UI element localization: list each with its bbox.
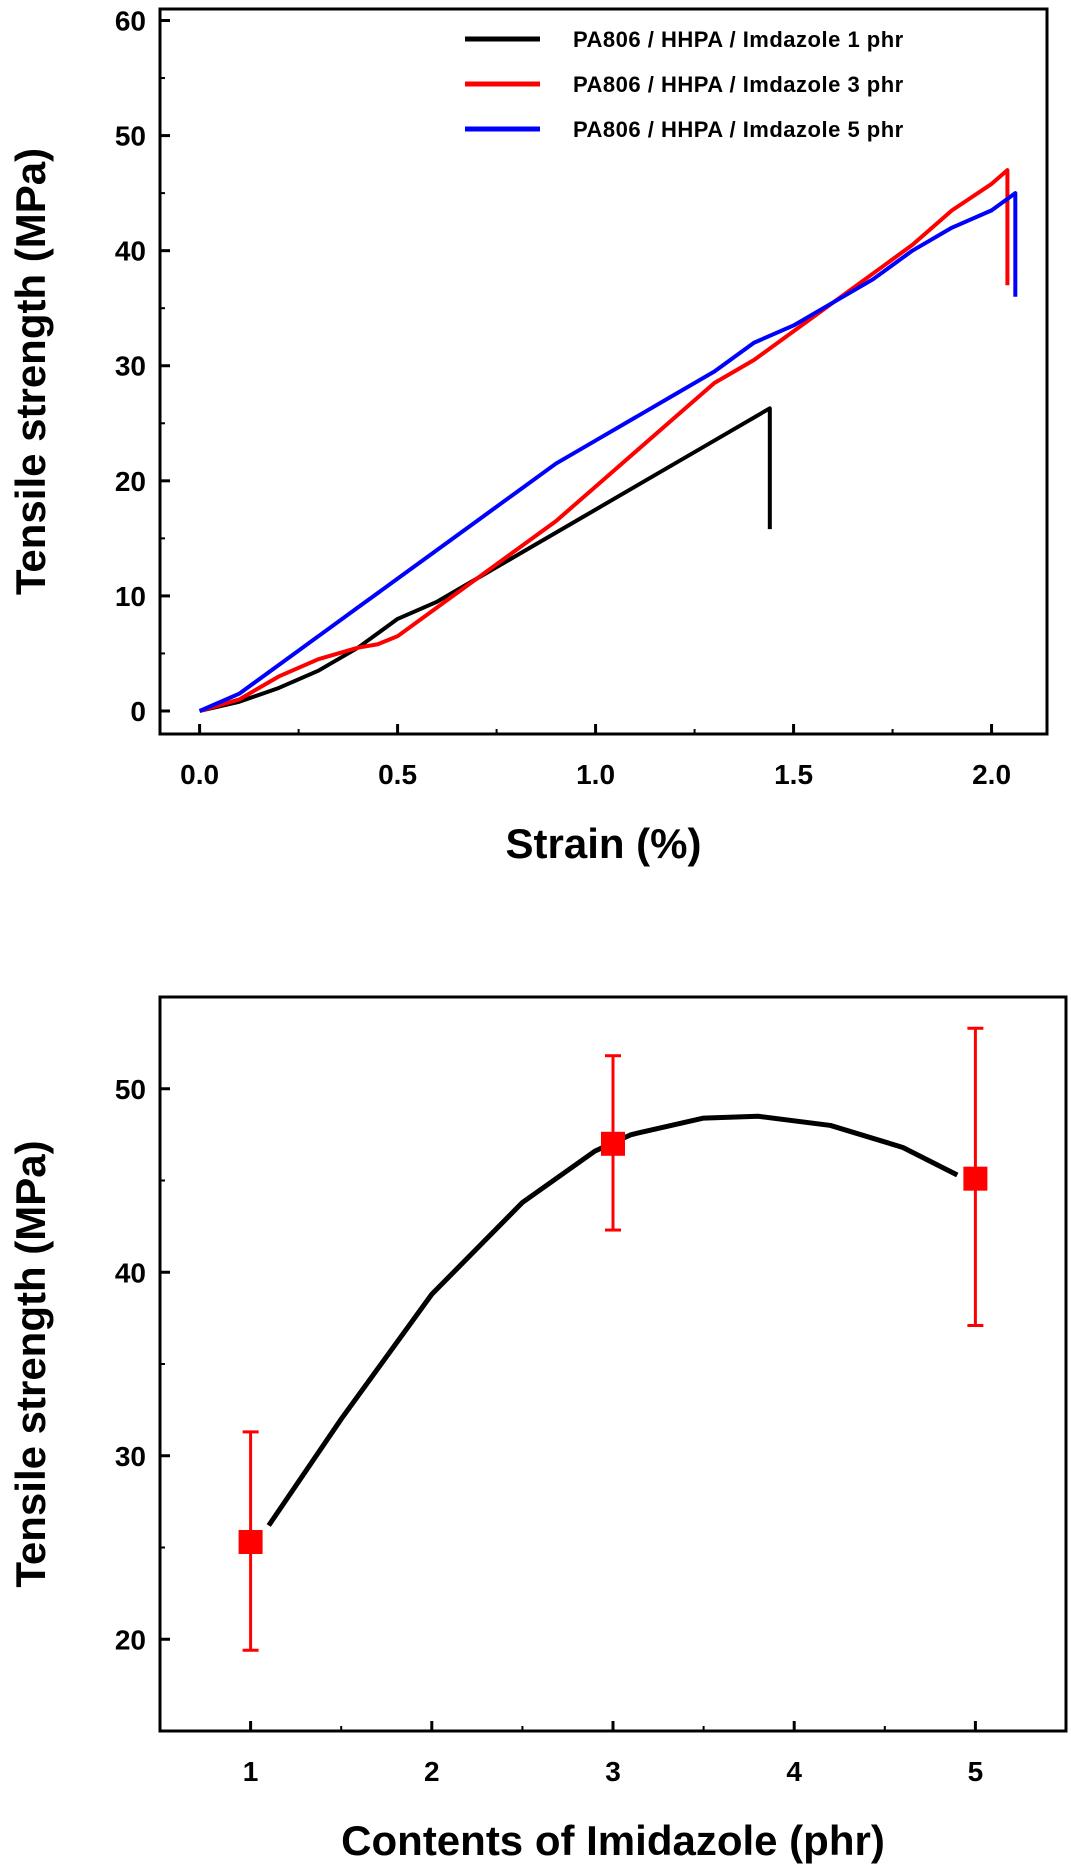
x-tick-label: 1.0 (576, 759, 615, 790)
x-axis-label: Contents of Imidazole (phr) (341, 1817, 885, 1864)
legend-label: PA806 / HHPA / Imdazole 5 phr (573, 117, 904, 142)
x-tick-label: 1 (243, 1756, 259, 1787)
y-tick-label: 40 (115, 1257, 146, 1288)
y-tick-label: 60 (115, 6, 146, 37)
x-tick-label: 2.0 (972, 759, 1011, 790)
data-point (601, 1131, 625, 1156)
y-tick-label: 0 (130, 696, 146, 727)
data-point (963, 1166, 988, 1191)
plot-frame (158, 7, 1049, 736)
y-tick-label: 40 (115, 236, 146, 267)
x-tick-label: 0.5 (378, 759, 417, 790)
y-tick-label: 30 (115, 1441, 146, 1472)
x-tick-label: 3 (605, 1756, 621, 1787)
chart-stress-strain: 0.0 0.5 1.0 1.5 2.0 0 10 20 30 40 50 60 Strain (%) Te… (7, 6, 1049, 867)
y-axis-label: Tensile strength (MPa) (7, 1140, 54, 1587)
x-tick-label: 4 (786, 1756, 802, 1787)
x-axis-label: Strain (%) (505, 820, 701, 867)
data-point (238, 1529, 263, 1554)
y-tick-label: 10 (115, 581, 146, 612)
legend-label: PA806 / HHPA / Imdazole 3 phr (573, 72, 904, 97)
y-tick-label: 30 (115, 351, 146, 382)
x-tick-label: 5 (968, 1756, 984, 1787)
y-tick-label: 50 (115, 1074, 146, 1105)
chart-imidazole-content: 1 2 3 4 5 20 30 40 50 Contents of Imidazole (phr)… (7, 995, 1068, 1864)
y-tick-label: 20 (115, 1624, 146, 1655)
x-tick-label: 2 (424, 1756, 440, 1787)
x-tick-label: 1.5 (774, 759, 813, 790)
legend-label: PA806 / HHPA / Imdazole 1 phr (573, 27, 904, 52)
y-tick-label: 50 (115, 121, 146, 152)
x-tick-label: 0.0 (180, 759, 219, 790)
y-tick-label: 20 (115, 466, 146, 497)
y-axis-label: Tensile strength (MPa) (7, 148, 54, 595)
series-line-3 (198, 191, 1018, 713)
fit-curve (266, 1113, 959, 1527)
series-line-1 (199, 406, 772, 713)
series-line-2 (199, 168, 1010, 713)
